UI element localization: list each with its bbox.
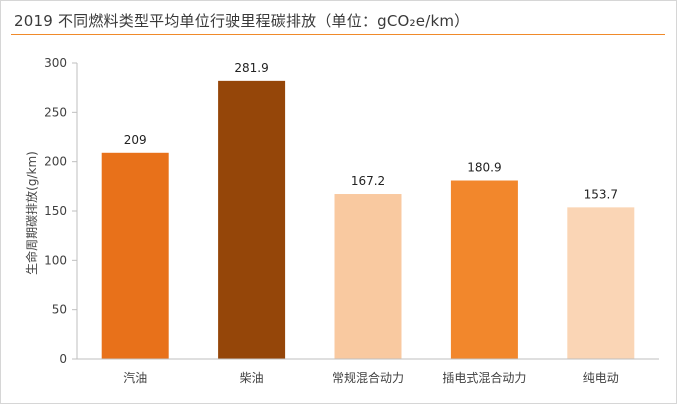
x-tick-label: 插电式混合动力 <box>442 370 526 385</box>
y-axis: 0 50 100 150 200 250 300 <box>44 56 78 366</box>
y-tick-label: 100 <box>44 253 67 267</box>
bar <box>218 80 286 359</box>
y-tick-label: 150 <box>44 204 67 218</box>
x-tick-label: 纯电动 <box>583 371 619 385</box>
x-tick-label: 汽油 <box>123 370 147 385</box>
title-divider <box>11 34 665 35</box>
x-tick-label: 柴油 <box>240 371 264 385</box>
bar <box>450 180 518 359</box>
data-label: 209 <box>124 133 147 147</box>
chart-title: 2019 不同燃料类型平均单位行驶里程碳排放（单位：gCO₂e/km） <box>14 12 470 30</box>
y-tick-label: 50 <box>52 303 67 317</box>
data-labels-group: 209 281.9 167.2 180.9 153.7 <box>124 61 618 201</box>
bars-group <box>101 80 635 359</box>
bar <box>334 194 402 359</box>
y-tick-label: 200 <box>44 155 67 169</box>
bar <box>567 207 635 359</box>
data-label: 180.9 <box>467 161 501 175</box>
y-axis-title: 生命周期碳排放(g/km) <box>24 151 39 275</box>
y-tick-label: 250 <box>44 105 67 119</box>
bar <box>101 152 169 359</box>
x-tick-label: 常规混合动力 <box>332 370 404 385</box>
data-label: 281.9 <box>234 61 268 75</box>
y-tick-label: 0 <box>59 352 67 366</box>
x-axis: 汽油 柴油 常规混合动力 插电式混合动力 纯电动 <box>77 358 659 385</box>
data-label: 153.7 <box>584 187 618 201</box>
y-tick-label: 300 <box>44 56 67 70</box>
data-label: 167.2 <box>351 174 385 188</box>
